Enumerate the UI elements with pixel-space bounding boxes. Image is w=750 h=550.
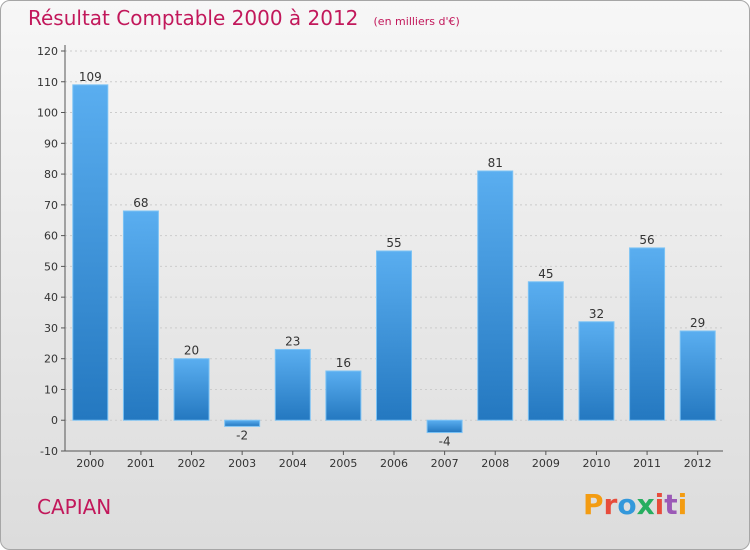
y-tick-label: 90 xyxy=(44,137,58,150)
x-tick-label: 2007 xyxy=(431,457,459,470)
y-tick-label: 80 xyxy=(44,168,58,181)
bar-value-label: 29 xyxy=(690,316,705,330)
bar-value-label: 23 xyxy=(285,334,300,348)
logo-letter: r xyxy=(603,488,618,521)
logo-letter: o xyxy=(617,488,637,521)
x-tick-label: 2003 xyxy=(228,457,256,470)
y-tick-label: -10 xyxy=(40,445,58,458)
x-tick-label: 2005 xyxy=(329,457,357,470)
bar xyxy=(578,321,615,421)
y-tick-label: 40 xyxy=(44,291,58,304)
bar-value-label: -2 xyxy=(236,428,248,442)
y-tick-label: 60 xyxy=(44,230,58,243)
y-tick-label: 50 xyxy=(44,260,58,273)
bar-value-label: 109 xyxy=(79,70,102,84)
y-tick-label: 0 xyxy=(51,414,58,427)
x-tick-label: 2011 xyxy=(633,457,661,470)
bar xyxy=(679,330,716,421)
chart-subtitle: (en milliers d'€) xyxy=(373,15,460,28)
bar xyxy=(629,247,666,421)
x-tick-label: 2006 xyxy=(380,457,408,470)
x-tick-label: 2010 xyxy=(582,457,610,470)
logo-letter: i xyxy=(654,488,665,521)
x-tick-label: 2001 xyxy=(127,457,155,470)
y-tick-label: 10 xyxy=(44,383,58,396)
bar xyxy=(477,170,514,421)
logo-letter: i xyxy=(677,488,688,521)
logo-letter: P xyxy=(583,488,604,521)
bar xyxy=(527,281,564,421)
bar-value-label: 16 xyxy=(336,356,351,370)
y-tick-label: 70 xyxy=(44,199,58,212)
bar-value-label: 55 xyxy=(386,236,401,250)
x-tick-label: 2012 xyxy=(684,457,712,470)
commune-name: CAPIAN xyxy=(37,495,112,519)
proxiti-logo[interactable]: Proxiti xyxy=(583,488,687,521)
bar-value-label: 32 xyxy=(589,307,604,321)
x-tick-label: 2009 xyxy=(532,457,560,470)
bar-value-label: 20 xyxy=(184,344,199,358)
bar xyxy=(122,210,159,421)
x-tick-label: 2002 xyxy=(178,457,206,470)
y-tick-label: 120 xyxy=(37,45,58,58)
x-tick-label: 2004 xyxy=(279,457,307,470)
y-tick-label: 110 xyxy=(37,76,58,89)
bar xyxy=(224,419,261,427)
x-tick-label: 2000 xyxy=(76,457,104,470)
bar-value-label: -4 xyxy=(439,435,451,449)
bar xyxy=(72,84,109,421)
logo-letter: x xyxy=(636,488,655,521)
chart-title: Résultat Comptable 2000 à 2012 xyxy=(28,6,359,30)
y-tick-label: 100 xyxy=(37,107,58,120)
y-tick-label: 20 xyxy=(44,353,58,366)
bar xyxy=(173,358,210,421)
logo-letter: t xyxy=(664,488,678,521)
bar-value-label: 56 xyxy=(639,233,654,247)
x-tick-label: 2008 xyxy=(481,457,509,470)
bar xyxy=(376,250,412,421)
bar xyxy=(426,419,463,434)
bar xyxy=(325,370,362,421)
bar-value-label: 45 xyxy=(538,267,553,281)
title-row: Résultat Comptable 2000 à 2012 (en milli… xyxy=(28,6,460,30)
bar xyxy=(274,348,311,421)
y-tick-label: 30 xyxy=(44,322,58,335)
bar-value-label: 81 xyxy=(488,156,503,170)
bar-value-label: 68 xyxy=(133,196,148,210)
